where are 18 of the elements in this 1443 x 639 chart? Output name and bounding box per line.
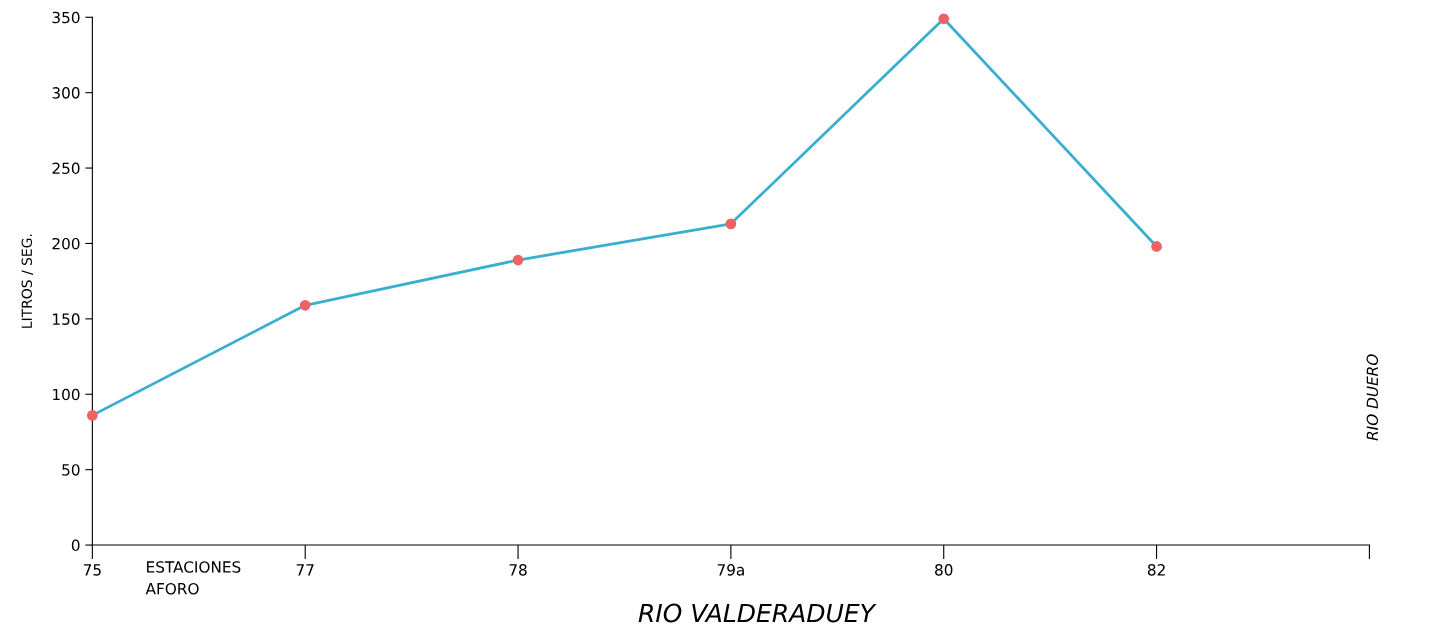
y-tick-label: 300 [52,87,80,99]
x-tick-label: 79a [717,564,744,576]
x-tick-label: 80 [935,564,953,576]
x-tick-label: 78 [509,564,527,576]
y-tick-label: 100 [53,388,80,401]
y-axis-title: LITROS / SEG. [21,234,34,328]
x-tick-label: 82 [1147,564,1165,576]
y-tick-label: 50 [62,464,80,476]
y-tick-label: 200 [52,237,80,250]
text: ESTACIONES AFORO [145,561,241,595]
y-tick-label: 350 [52,11,80,24]
y-tick-label: 0 [71,539,80,552]
annotation: RIO DUERO [1366,354,1379,441]
x-tick-label: 77 [296,564,314,576]
x-tick-label: 75 [83,564,101,576]
x-axis-title: RIO VALDERADUEY [638,603,877,623]
y-tick-label: 250 [52,162,80,175]
y-tick-label: 150 [53,313,80,325]
